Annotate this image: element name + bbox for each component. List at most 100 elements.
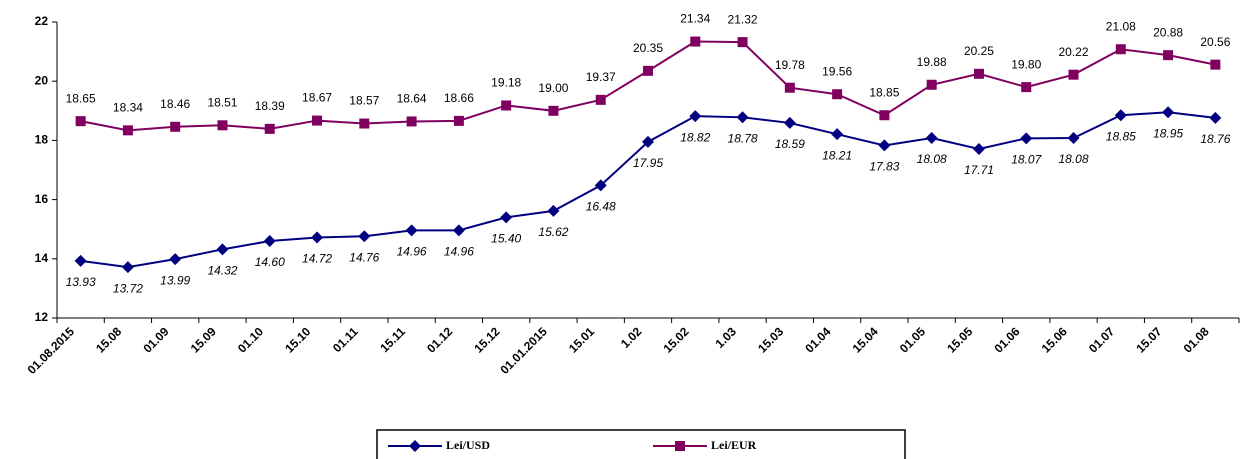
legend-label: Lei/EUR: [711, 438, 757, 452]
value-label: 18.07: [1011, 152, 1042, 166]
y-tick-label: 12: [35, 310, 49, 324]
value-label: 18.64: [397, 92, 427, 106]
value-label: 18.59: [775, 137, 805, 151]
point: [642, 135, 654, 148]
value-label: 21.08: [1106, 19, 1136, 33]
point: [264, 123, 275, 134]
point: [1210, 59, 1221, 70]
point: [1114, 109, 1127, 122]
x-tick-label: 15.12: [471, 324, 502, 355]
value-label: 19.00: [538, 81, 568, 95]
value-label: 18.78: [728, 131, 758, 145]
value-label: 15.40: [491, 232, 521, 246]
x-tick-label: 01.01.2015: [497, 324, 550, 377]
value-label: 14.76: [349, 250, 379, 264]
y-tick-label: 14: [35, 251, 49, 265]
value-label: 13.93: [66, 275, 96, 289]
point: [972, 142, 985, 155]
point: [263, 235, 276, 248]
point: [1209, 111, 1222, 124]
value-label: 18.85: [1106, 129, 1136, 143]
value-label: 18.51: [207, 95, 237, 109]
point: [1068, 69, 1079, 80]
y-tick-label: 16: [35, 192, 49, 206]
value-label: 18.08: [1059, 152, 1089, 166]
legend-marker: [675, 441, 685, 451]
point: [169, 253, 182, 266]
point: [548, 105, 559, 116]
point: [1115, 44, 1126, 55]
x-tick-label: 01.12: [424, 324, 455, 355]
x-tick-label: 01.08: [1181, 324, 1212, 355]
value-label: 14.60: [255, 255, 285, 269]
value-label: 18.66: [444, 91, 474, 105]
point: [926, 79, 937, 90]
point: [122, 125, 133, 136]
point: [879, 110, 890, 121]
point: [736, 111, 749, 124]
x-tick-label: 01.08.2015: [25, 324, 78, 377]
point: [500, 211, 513, 224]
x-tick-label: 15.07: [1133, 324, 1164, 355]
point: [216, 243, 229, 256]
series-line: [80, 111, 1216, 269]
y-tick-label: 20: [35, 73, 49, 87]
x-tick-label: 1.03: [713, 324, 740, 351]
point: [878, 139, 891, 152]
point: [121, 261, 134, 274]
point: [1020, 132, 1033, 145]
point: [359, 118, 370, 129]
point: [311, 231, 324, 244]
x-tick-label: 01.06: [991, 324, 1022, 355]
value-label: 13.99: [160, 273, 190, 287]
x-tick-label: 15.08: [93, 324, 124, 355]
point: [217, 120, 228, 131]
x-tick-label: 01.11: [330, 324, 361, 355]
value-label: 17.71: [964, 163, 994, 177]
value-label: 16.48: [586, 200, 616, 214]
value-label: 18.95: [1153, 126, 1183, 140]
value-label: 19.18: [491, 76, 521, 90]
point: [547, 204, 560, 217]
x-tick-label: 15.03: [755, 324, 786, 355]
x-tick-label: 01.05: [897, 324, 928, 355]
value-label: 18.34: [113, 101, 143, 115]
value-label: 19.78: [775, 58, 805, 72]
x-tick-label: 01.07: [1086, 324, 1117, 355]
point: [75, 116, 86, 127]
point: [74, 254, 87, 267]
point: [784, 82, 795, 93]
value-label: 14.96: [444, 245, 474, 259]
value-label: 14.96: [397, 245, 427, 259]
value-label: 14.72: [302, 252, 332, 266]
value-label: 18.21: [822, 148, 852, 162]
x-tick-label: 15.05: [944, 324, 975, 355]
value-label: 20.56: [1200, 35, 1230, 49]
point: [925, 132, 938, 145]
point: [1163, 50, 1174, 61]
value-label: 14.32: [207, 263, 237, 277]
value-label: 18.57: [349, 94, 379, 108]
x-tick-label: 15.10: [282, 324, 313, 355]
value-label: 18.82: [680, 130, 710, 144]
y-tick-label: 22: [35, 14, 49, 28]
value-label: 19.56: [822, 64, 852, 78]
point: [405, 224, 418, 237]
x-tick-label: 15.09: [188, 324, 219, 355]
x-tick-label: 15.11: [377, 324, 408, 355]
point: [594, 179, 607, 192]
value-label: 19.37: [586, 70, 616, 84]
value-label: 18.85: [869, 85, 899, 99]
point: [1162, 106, 1175, 119]
value-label: 21.32: [728, 12, 758, 26]
value-label: 20.88: [1153, 25, 1183, 39]
value-label: 18.76: [1200, 132, 1230, 146]
value-label: 20.22: [1059, 45, 1089, 59]
legend-box: [376, 429, 906, 459]
point: [737, 37, 748, 48]
y-tick-label: 18: [35, 133, 49, 147]
point: [831, 128, 844, 141]
x-tick-label: 15.06: [1039, 324, 1070, 355]
point: [690, 36, 701, 47]
value-label: 17.83: [869, 160, 899, 174]
